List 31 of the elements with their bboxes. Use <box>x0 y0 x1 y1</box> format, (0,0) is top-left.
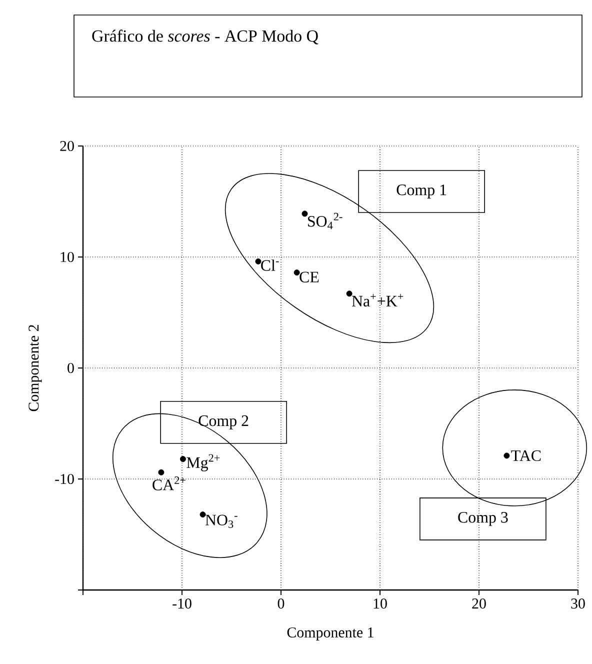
annotation: TAC <box>511 450 541 462</box>
y-tick-label: 10 <box>60 252 74 262</box>
point <box>158 469 164 476</box>
point <box>180 456 186 462</box>
point <box>346 290 352 297</box>
y-tick-label: -10 <box>55 474 74 484</box>
annotation: CE <box>300 272 319 282</box>
point <box>302 210 308 217</box>
annotation: Na$^{+}$+K$^{+}$ <box>352 294 404 307</box>
y-tick-label: 0 <box>68 362 74 374</box>
annotation: Comp 1 <box>396 184 446 198</box>
x-tick-label: 0 <box>278 598 284 609</box>
annotation: SO$_{4}$2- <box>308 212 342 230</box>
point <box>200 512 206 518</box>
chart-title: Gráfico de scores - ACP Modo Q <box>92 30 318 44</box>
x-axis-title: Componente 1 <box>287 627 374 641</box>
annotation: NO$_{3}$- <box>205 514 238 528</box>
point <box>255 258 262 264</box>
annotation: CA$^{2+}$ <box>152 476 186 490</box>
point <box>294 270 300 276</box>
point <box>504 452 510 459</box>
x-tick-label: -10 <box>172 598 192 609</box>
x-tick-label: 30 <box>571 598 585 609</box>
annotation: Comp 2 <box>198 415 248 430</box>
y-tick-label: 20 <box>60 140 74 152</box>
annotation: Comp 3 <box>458 512 508 526</box>
x-tick-label: 10 <box>374 598 387 609</box>
y-axis-title: Componente 2 <box>28 325 42 412</box>
x-tick-label: 20 <box>472 598 486 609</box>
annotation: Cl$^{-}$ <box>261 260 279 271</box>
annotation: Mg$^{2+}$ <box>186 454 220 472</box>
